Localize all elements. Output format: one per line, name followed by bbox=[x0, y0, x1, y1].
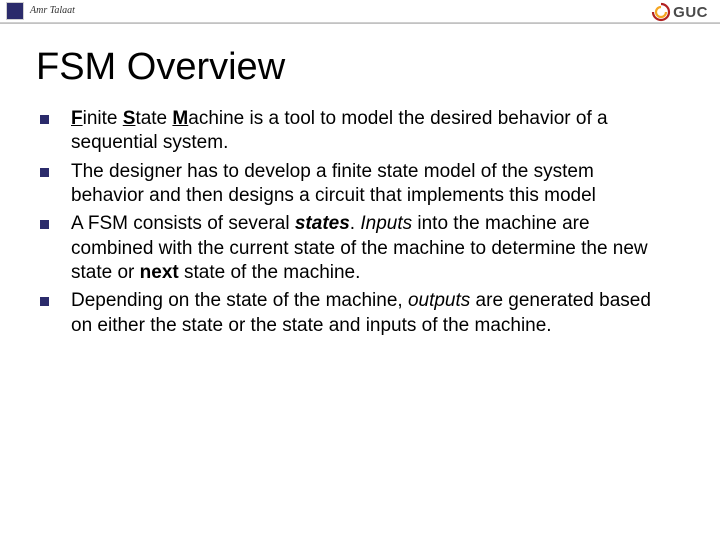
bullet-item: A FSM consists of several states. Inputs… bbox=[40, 212, 668, 285]
slide-header: Amr Talaat GUC bbox=[0, 0, 720, 28]
slide-title: FSM Overview bbox=[36, 46, 720, 89]
slide-body: Finite State Machine is a tool to model … bbox=[0, 107, 720, 338]
bullet-item: Finite State Machine is a tool to model … bbox=[40, 107, 668, 156]
bullet-square-icon bbox=[40, 297, 49, 306]
bullet-square-icon bbox=[40, 115, 49, 124]
bullet-text: A FSM consists of several states. Inputs… bbox=[71, 212, 668, 285]
bullet-square-icon bbox=[40, 220, 49, 229]
bullet-item: Depending on the state of the machine, o… bbox=[40, 289, 668, 338]
logo: GUC bbox=[651, 2, 708, 22]
bullet-text: Finite State Machine is a tool to model … bbox=[71, 107, 668, 156]
bullet-text: The designer has to develop a finite sta… bbox=[71, 160, 668, 209]
bullet-item: The designer has to develop a finite sta… bbox=[40, 160, 668, 209]
bullet-square-icon bbox=[40, 168, 49, 177]
header-accent-square bbox=[6, 2, 24, 20]
logo-text: GUC bbox=[673, 4, 708, 21]
header-divider bbox=[0, 22, 720, 24]
logo-swirl-icon bbox=[651, 2, 671, 22]
author-name: Amr Talaat bbox=[30, 5, 75, 16]
bullet-text: Depending on the state of the machine, o… bbox=[71, 289, 668, 338]
